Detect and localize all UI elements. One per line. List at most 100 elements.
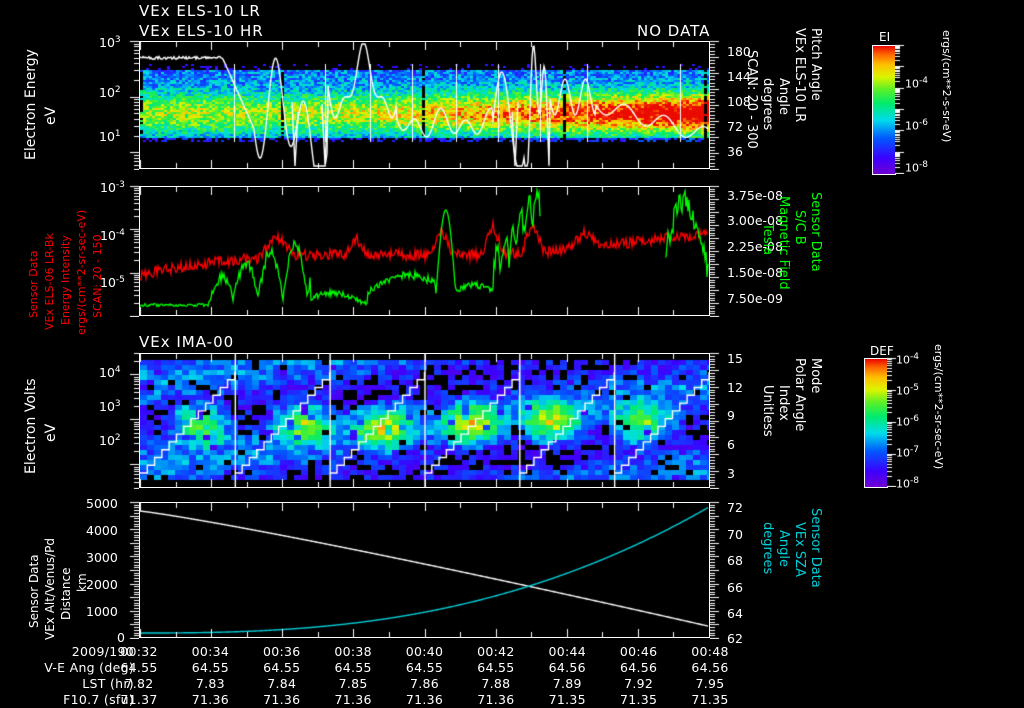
panel4-left-ticks (125, 501, 139, 639)
colorbar2-ticks (887, 357, 897, 487)
panel2-left-label-3: Energy Intensity (59, 235, 72, 325)
panel4-left-tick-1: 5000 (86, 496, 118, 511)
time-table-cell: 7.83 (195, 676, 225, 691)
time-table-cell: 71.36 (263, 692, 301, 707)
time-table-cell: 64.55 (405, 660, 444, 675)
colorbar2-tick-5: 10-8 (896, 476, 919, 491)
panel4-left-label-3: Distance (59, 567, 73, 620)
time-table-cell: 7.92 (624, 676, 654, 691)
panel4-right-tick-2: 70 (727, 527, 743, 542)
panel4-right-ticks (710, 501, 724, 639)
time-table-cell: 64.56 (548, 660, 586, 675)
panel1-left-ticks (125, 40, 139, 170)
time-table-cell: 00:38 (334, 644, 372, 659)
panel3-right-tick-3: 9 (727, 408, 735, 423)
panel3-right-label-3: Index (776, 385, 791, 421)
panel3-spectrogram (140, 354, 709, 487)
time-table-cell: 71.37 (120, 692, 158, 707)
panel2-left-label-4: ergs/(cm**2-sr-sec-eV) (75, 209, 88, 335)
time-table-cell: 00:34 (191, 644, 230, 659)
panel3-right-label-2: Polar Angle (792, 358, 807, 432)
time-table-cell: 64.55 (191, 660, 230, 675)
panel2-left-ticks (125, 185, 139, 317)
panel4-left-label-2: VEx Alt/Venus/Pd (43, 537, 57, 640)
time-table-cell: 64.55 (263, 660, 301, 675)
time-table-cell: 7.82 (124, 676, 154, 691)
panel1-title-hr: VEx ELS-10 HR (139, 22, 264, 40)
colorbar1-ticks (895, 44, 905, 174)
panel3-right-ticks (710, 352, 724, 489)
time-table-row-label: V-E Ang (deg) (44, 660, 134, 675)
panel3-left-tick-3: 102 (99, 433, 121, 449)
time-table-cell: 7.89 (552, 676, 582, 691)
panel2-right-tick-5: 7.50e-09 (727, 291, 783, 306)
panel4-left-tick-5: 1000 (86, 604, 118, 619)
panel2-plot-area[interactable] (139, 186, 710, 316)
panel1-right-label-4: degrees (760, 78, 775, 131)
panel4-right-tick-4: 66 (727, 580, 743, 595)
time-table-cell: 71.36 (405, 692, 444, 707)
panel2-left-tick-1: 10-3 (100, 180, 125, 196)
time-table-cell: 64.56 (691, 660, 729, 675)
panel4-left-tick-2: 4000 (86, 523, 118, 538)
panel2-left-label-1: Sensor Data (27, 250, 40, 318)
panel1-left-axis-label-1: Electron Energy (23, 49, 39, 160)
colorbar2-unit-label: ergs/(cm**2-sr-sec-eV) (932, 344, 945, 470)
colorbar1-tick-2: 10-6 (905, 118, 928, 133)
panel1-right-tick-5: 36 (727, 144, 743, 159)
time-table-cell: 71.35 (691, 692, 729, 707)
time-table-cell: 7.84 (267, 676, 297, 691)
colorbar1-tick-1: 10-4 (905, 76, 928, 91)
colorbar1-tick-3: 10-8 (905, 160, 928, 175)
panel1-left-axis-label-2: eV (43, 106, 59, 125)
colorbar2-tick-3: 10-6 (896, 414, 919, 429)
colorbar1-unit-label: ergs/(cm**2-s-sr-eV) (940, 30, 953, 143)
time-table-cell: 00:36 (262, 644, 301, 659)
panel1-right-tick-2: 144 (727, 69, 751, 84)
panel4-left-label-1: Sensor Data (27, 554, 41, 628)
panel2-right-tick-2: 3.00e-08 (727, 213, 783, 228)
panel3-left-tick-2: 103 (99, 399, 121, 415)
panel3-left-tick-1: 104 (99, 365, 121, 381)
panel4-right-label-1: Sensor Data (808, 508, 823, 588)
panel1-right-label-1: Pitch Angle (808, 28, 823, 101)
panel2-left-tick-3: 10-5 (100, 275, 125, 291)
panel4-right-tick-1: 72 (727, 500, 743, 515)
panel4-right-label-3: Angle (776, 530, 791, 567)
time-table-cell: 64.56 (619, 660, 658, 675)
panel1-right-label-5: SCAN: 20 - 300 (744, 50, 759, 149)
panel3-right-tick-2: 12 (727, 380, 743, 395)
panel1-right-label-3: Angle (776, 78, 791, 115)
panel1-tick-3: 101 (99, 129, 121, 145)
colorbar1-gradient (872, 45, 896, 175)
time-table-cell: 71.36 (191, 692, 230, 707)
panel4-plot-area[interactable] (139, 502, 710, 638)
panel1-plot-area[interactable] (139, 41, 710, 169)
colorbar2-tick-2: 10-5 (896, 383, 919, 398)
panel3-right-label-1: Mode (808, 358, 823, 394)
panel3-right-label-4: Unitless (760, 385, 775, 437)
time-table-cell: 7.95 (695, 676, 725, 691)
time-table-row-label: F10.7 (sfu) (63, 692, 134, 707)
time-table-row-label: LST (hr) (82, 676, 134, 691)
panel4-right-tick-6: 62 (727, 631, 743, 646)
panel4-left-tick-4: 2000 (86, 577, 118, 592)
panel1-right-tick-3: 108 (727, 94, 751, 109)
colorbar2-tick-1: 10-4 (896, 352, 919, 367)
panel3-right-tick-1: 15 (727, 351, 743, 366)
panel3-plot-area[interactable] (139, 353, 710, 488)
time-table-cell: 64.55 (334, 660, 372, 675)
time-table-cell: 7.85 (338, 676, 368, 691)
time-table-cell: 71.35 (619, 692, 658, 707)
panel2-left-label-2: VEx ELS-06 LR-Bk (43, 233, 56, 330)
time-table-cell: 71.36 (477, 692, 515, 707)
time-table-cell: 00:40 (405, 644, 444, 659)
time-table-cell: 7.88 (481, 676, 511, 691)
panel3-left-ticks (125, 352, 139, 489)
time-table-cell: 71.36 (334, 692, 372, 707)
panel3-title: VEx IMA-00 (139, 333, 235, 351)
time-table-cell: 00:46 (619, 644, 658, 659)
time-table-cell: 00:42 (477, 644, 515, 659)
panel2-right-label-2: S/C B (792, 210, 807, 245)
panel4-left-tick-3: 3000 (86, 550, 118, 565)
